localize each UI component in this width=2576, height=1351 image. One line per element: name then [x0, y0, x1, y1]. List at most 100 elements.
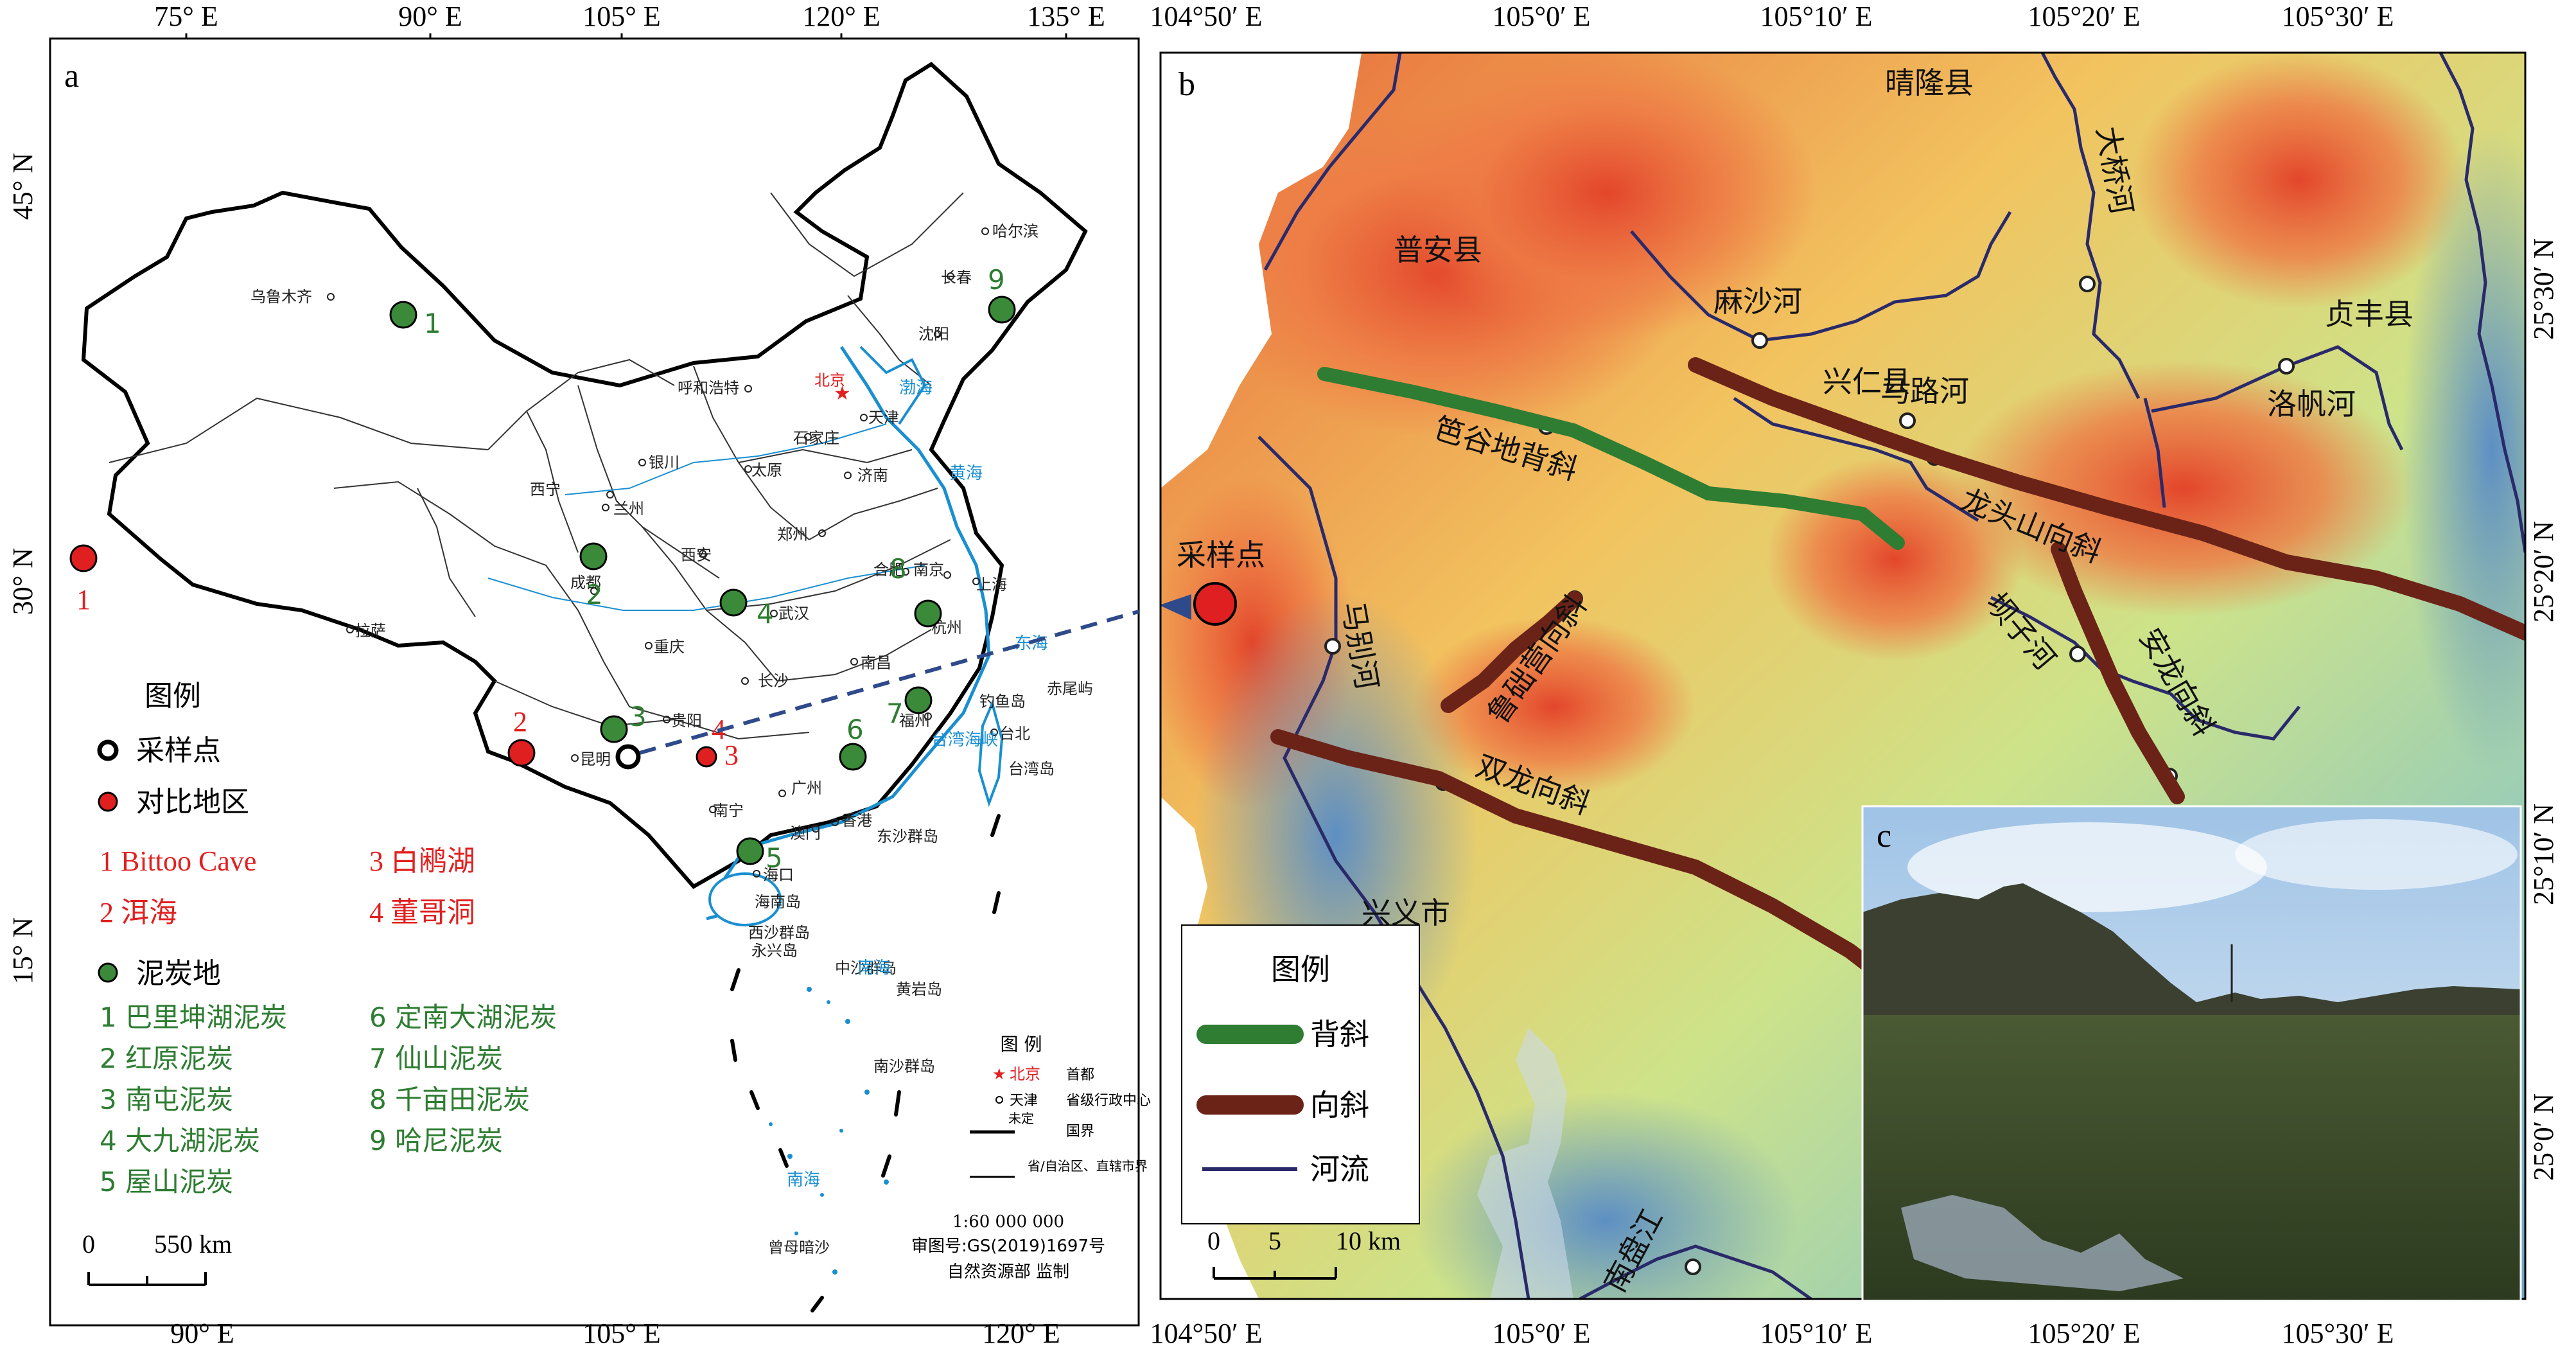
river-label-0: 麻沙河 — [1713, 284, 1802, 319]
panel-a-inset-legend: 图 例 ★ 北京 首都 天津 省级行政中心 未定 国界 省/自治区、直辖市界 1… — [911, 1034, 1151, 1282]
inset-desc-0: 首都 — [1066, 1067, 1094, 1083]
scalebar-b-0: 0 — [1207, 1226, 1220, 1255]
peat-site-5 — [736, 837, 764, 865]
comparison-site-1-num: 1 — [76, 584, 91, 615]
panel-b-legend: 图例 背斜 向斜 河流 — [1181, 924, 1420, 1224]
peat-site-3 — [600, 715, 628, 743]
bottom-tick-a-0: 90° E — [170, 1318, 234, 1349]
legend-peat-item-8: 9 哈尼泥炭 — [369, 1125, 503, 1156]
city-label-28: 台北 — [999, 725, 1030, 743]
legend-peat-item-3: 4 大九湖泥炭 — [100, 1125, 260, 1156]
river-nw — [1263, 53, 1402, 271]
legend-peat-item-2: 3 南屯泥炭 — [100, 1084, 233, 1115]
peat-site-6-num: 6 — [846, 714, 864, 745]
syncline-shuanglong — [1270, 729, 1891, 984]
relief-zone-4 — [2132, 53, 2466, 308]
inset-key-0: 北京 — [1010, 1065, 1040, 1083]
panel-b-top-ticks: 104°50′ E 105°0′ E 105°10′ E 105°20′ E 1… — [1150, 1, 2394, 32]
place-label-0: 晴隆县 — [1885, 66, 1974, 100]
city-label-3: 沈阳 — [918, 325, 949, 343]
photo-hills — [1862, 883, 2521, 1028]
legend-peat-item-1: 2 红原泥炭 — [100, 1043, 233, 1074]
legend-comparison-item-2: 3 白鹇湖 — [369, 845, 475, 877]
peat-site-8-num: 8 — [889, 553, 907, 585]
legend-peat-item-0: 1 巴里坤湖泥炭 — [100, 1002, 287, 1033]
top-tick-b-1: 105°0′ E — [1492, 1, 1590, 32]
yangtze-river — [487, 565, 925, 611]
legend-comparison-item-1: 2 洱海 — [100, 897, 177, 928]
valley-zone-2 — [1413, 1092, 1798, 1299]
relief-zone-3 — [1952, 360, 2415, 617]
scalebar-a-zero: 0 — [82, 1230, 95, 1258]
legend-comparison-label: 对比地区 — [136, 786, 249, 818]
river-masha — [1630, 211, 2012, 342]
city-label-23: 南昌 — [861, 654, 891, 672]
city-label-22: 重庆 — [654, 638, 685, 656]
panel-b-nodata-nw — [1161, 53, 1362, 488]
city-label-41: 中沙群岛 — [835, 959, 897, 977]
legend-peat-item-7: 8 千亩田泥炭 — [369, 1084, 530, 1115]
panel-c-photo: c — [1861, 805, 2522, 1302]
city-label-0: 乌鲁木齐 — [250, 288, 312, 306]
city-label-30: 广州 — [791, 779, 822, 797]
city-label-16: 南京 — [913, 561, 944, 579]
city-label-39: 西沙群岛 — [748, 924, 810, 942]
panel-a-bottom-ticks: 90° E 105° E 120° E — [170, 1318, 1060, 1349]
city-label-13: 郑州 — [777, 525, 808, 543]
anticline-line — [1317, 367, 1905, 550]
sample-point-b — [1193, 582, 1237, 626]
place-label-2: 兴仁县 — [1823, 364, 1911, 399]
peat-site-7 — [904, 686, 933, 714]
scalebar-b-2: 10 km — [1336, 1226, 1401, 1255]
inset-supervisor: 自然资源部 监制 — [947, 1262, 1069, 1282]
left-tick-a-0: 45° N — [7, 153, 39, 220]
legend-sampling-label: 采样点 — [136, 734, 221, 767]
peat-site-2 — [579, 542, 608, 570]
city-label-25: 福州 — [899, 712, 930, 730]
legend-b-title: 图例 — [1271, 952, 1330, 987]
panel-a-left-ticks: 45° N 30° N 15° N — [7, 153, 39, 984]
top-tick-a-4: 135° E — [1027, 1, 1105, 32]
peat-site-6 — [839, 743, 867, 771]
legend-anticline-label: 背斜 — [1310, 1017, 1369, 1052]
photo-cloud-2 — [2235, 819, 2518, 890]
peat-site-1-num: 1 — [424, 308, 441, 339]
bottom-tick-a-2: 120° E — [982, 1318, 1060, 1349]
top-tick-a-3: 120° E — [802, 1, 880, 32]
panel-a-label: a — [64, 58, 79, 94]
peat-site-7-num: 7 — [886, 698, 904, 729]
top-tick-a-2: 105° E — [583, 1, 660, 32]
legend-river-label: 河流 — [1310, 1152, 1369, 1187]
right-tick-b-1: 25°20′ N — [2528, 521, 2559, 623]
city-label-8: 银川 — [649, 454, 679, 472]
river-label-2: 马路河 — [1880, 374, 1969, 409]
inset-key-1: 天津 — [1010, 1093, 1038, 1109]
city-label-36: 台湾岛 — [1008, 760, 1055, 778]
river-daqiao-lower — [2143, 398, 2166, 508]
city-label-27: 昆明 — [580, 750, 611, 768]
peat-site-9-num: 9 — [988, 264, 1005, 296]
legend-peat-icon — [98, 962, 118, 983]
panel-a-scalebar: 0 550 km — [82, 1230, 232, 1286]
inset-scale: 1:60 000 000 — [952, 1212, 1064, 1232]
city-label-21: 拉萨 — [355, 622, 386, 640]
city-label-26: 贵阳 — [671, 712, 702, 730]
panel-b-lowland — [1477, 1028, 1573, 1299]
link-arrowhead — [1161, 594, 1191, 620]
inset-legend-title: 图 例 — [1001, 1034, 1042, 1055]
city-label-44: 曾母暗沙 — [768, 1239, 830, 1257]
inset-review-no: 审图号:GS(2019)1697号 — [911, 1237, 1105, 1256]
sampling-point-marker — [615, 744, 641, 770]
syncline-luchuying — [1441, 591, 1582, 713]
city-label-37: 海南岛 — [755, 893, 801, 911]
scalebar-a-label: 550 km — [154, 1230, 232, 1258]
city-label-9: 太原 — [751, 461, 782, 479]
legend-peat-item-4: 5 屋山泥炭 — [100, 1166, 233, 1197]
river-label-3: 洛帆河 — [2267, 387, 2356, 421]
bottom-tick-a-1: 105° E — [583, 1318, 660, 1349]
river-luofan — [2151, 345, 2404, 451]
panel-a: 75° E 90° E 105° E 120° E 135° E 90° E 1… — [7, 1, 1151, 1349]
relief-zone-5 — [1413, 617, 1695, 797]
relief-zone-2 — [1394, 53, 1818, 340]
panel-b-scalebar: 0 5 10 km — [1207, 1226, 1401, 1280]
